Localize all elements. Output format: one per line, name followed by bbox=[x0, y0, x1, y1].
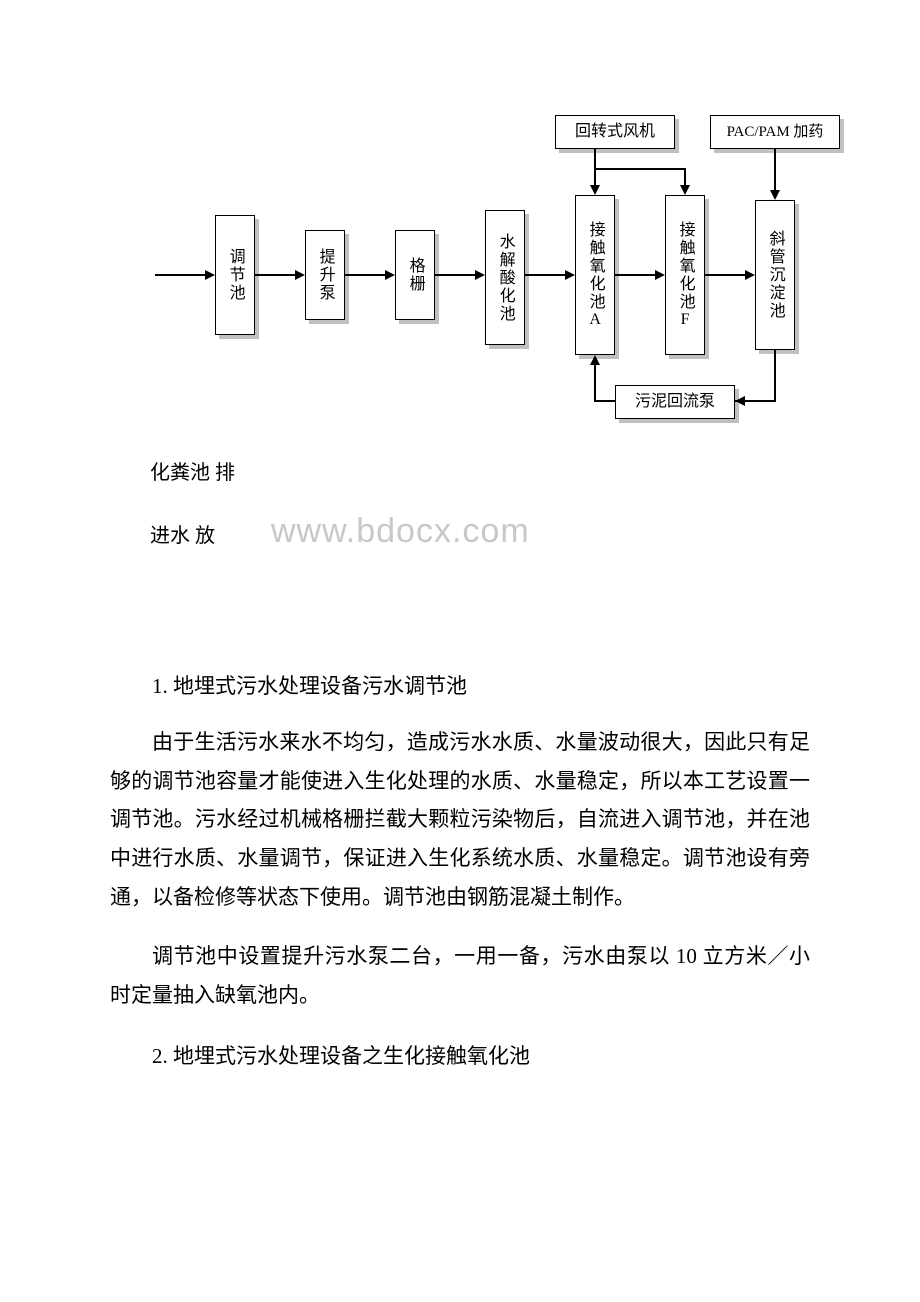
arrow-head bbox=[295, 270, 305, 280]
arrow bbox=[774, 149, 776, 190]
arrow-head bbox=[385, 270, 395, 280]
node-inclined-sedimentation: 斜管沉淀池 bbox=[755, 200, 795, 350]
arrow bbox=[594, 400, 615, 402]
arrow-head bbox=[770, 190, 780, 200]
inline-text: 进水 放 bbox=[110, 521, 215, 551]
arrow-head bbox=[745, 270, 755, 280]
node-label: 斜管沉淀池 bbox=[765, 230, 784, 320]
section-heading-1: 1. 地埋式污水处理设备污水调节池 bbox=[110, 669, 810, 705]
node-pac-pam-dosing: PAC/PAM 加药 bbox=[710, 115, 840, 149]
node-label: 调节池 bbox=[225, 248, 244, 302]
node-label: 接触氧化池A bbox=[585, 221, 604, 330]
node-label: 回转式风机 bbox=[575, 122, 655, 141]
node-label: 格栅 bbox=[405, 257, 424, 293]
arrow bbox=[345, 274, 385, 276]
text-line-1: 化粪池 排 bbox=[110, 458, 810, 488]
node-contact-oxidation-a: 接触氧化池A bbox=[575, 195, 615, 355]
arrow bbox=[684, 168, 686, 185]
section-heading-2: 2. 地埋式污水处理设备之生化接触氧化池 bbox=[110, 1039, 810, 1075]
node-rotary-fan: 回转式风机 bbox=[555, 115, 675, 149]
arrow-head bbox=[475, 270, 485, 280]
node-grille: 格栅 bbox=[395, 230, 435, 320]
node-label: 水解酸化池 bbox=[495, 233, 514, 323]
arrow-head bbox=[735, 396, 745, 406]
paragraph: 由于生活污水来水不均匀，造成污水水质、水量波动很大，因此只有足够的调节池容量才能… bbox=[110, 723, 810, 917]
arrow-head bbox=[205, 270, 215, 280]
node-label: PAC/PAM 加药 bbox=[727, 123, 824, 141]
text-line-2: 进水 放 www.bdocx.com bbox=[110, 506, 810, 557]
arrow-head bbox=[680, 185, 690, 195]
arrow bbox=[525, 274, 565, 276]
node-label: 接触氧化池F bbox=[675, 221, 694, 330]
node-sludge-return-pump: 污泥回流泵 bbox=[615, 385, 735, 419]
node-label: 污泥回流泵 bbox=[635, 392, 715, 411]
arrow-head bbox=[590, 185, 600, 195]
arrow bbox=[615, 274, 655, 276]
node-adjust-tank: 调节池 bbox=[215, 215, 255, 335]
node-contact-oxidation-f: 接触氧化池F bbox=[665, 195, 705, 355]
arrow-head bbox=[655, 270, 665, 280]
arrow bbox=[594, 168, 686, 170]
flow-diagram: 调节池 提升泵 格栅 水解酸化池 接触氧化池A 接触氧化池F 斜管沉淀池 回转式… bbox=[0, 0, 920, 440]
paragraph: 调节池中设置提升污水泵二台，一用一备，污水由泵以 10 立方米／小时定量抽入缺氧… bbox=[110, 937, 810, 1015]
arrow bbox=[155, 274, 205, 276]
arrow bbox=[435, 274, 475, 276]
document-body: 化粪池 排 进水 放 www.bdocx.com 1. 地埋式污水处理设备污水调… bbox=[0, 458, 920, 1172]
watermark-text: www.bdocx.com bbox=[231, 506, 530, 557]
node-hydrolysis-tank: 水解酸化池 bbox=[485, 210, 525, 345]
arrow bbox=[774, 350, 776, 400]
arrow-head bbox=[565, 270, 575, 280]
arrow-head bbox=[590, 355, 600, 365]
arrow bbox=[594, 149, 596, 185]
node-lift-pump: 提升泵 bbox=[305, 230, 345, 320]
node-label: 提升泵 bbox=[315, 248, 334, 302]
arrow bbox=[255, 274, 295, 276]
arrow bbox=[594, 365, 596, 402]
arrow bbox=[705, 274, 745, 276]
